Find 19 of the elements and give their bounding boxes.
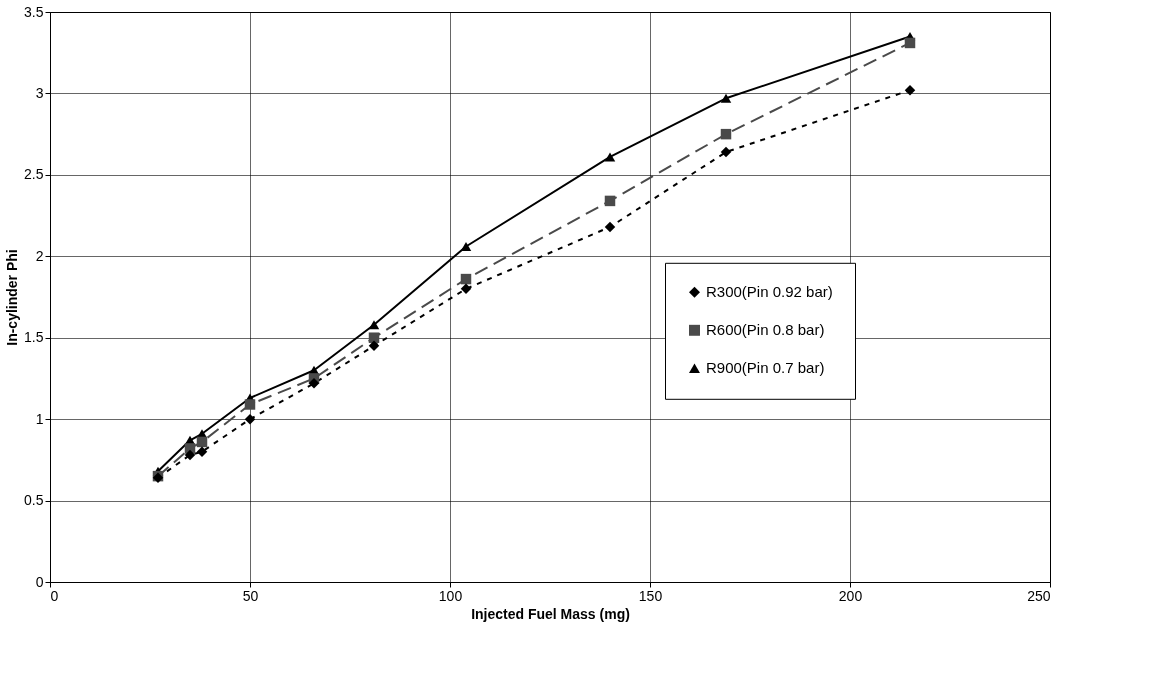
x-tick-label: 200 xyxy=(838,587,863,604)
x-tick-label: 250 xyxy=(1027,587,1051,604)
y-tick-label: 3 xyxy=(35,84,44,101)
x-tick-label: 100 xyxy=(438,587,463,604)
x-tick-label: 0 xyxy=(50,587,59,604)
y-tick-label: 1 xyxy=(35,410,44,427)
x-axis-title: Injected Fuel Mass (mg) xyxy=(471,605,630,622)
y-tick-label: 2.5 xyxy=(24,166,44,183)
legend-label: R600(Pin 0.8 bar) xyxy=(706,321,825,339)
y-axis-title: In-cylinder Phi xyxy=(4,249,21,346)
legend-label: R300(Pin 0.92 bar) xyxy=(706,283,833,301)
y-tick-label: 3.5 xyxy=(24,3,44,20)
x-tick-label: 150 xyxy=(638,587,663,604)
y-tick-label: 0 xyxy=(35,573,44,590)
y-tick-label: 2 xyxy=(35,247,44,264)
y-tick-label: 0.5 xyxy=(24,492,44,509)
legend-label: R900(Pin 0.7 bar) xyxy=(706,359,825,377)
y-tick-label: 1.5 xyxy=(24,329,44,346)
x-tick-label: 50 xyxy=(242,587,259,604)
